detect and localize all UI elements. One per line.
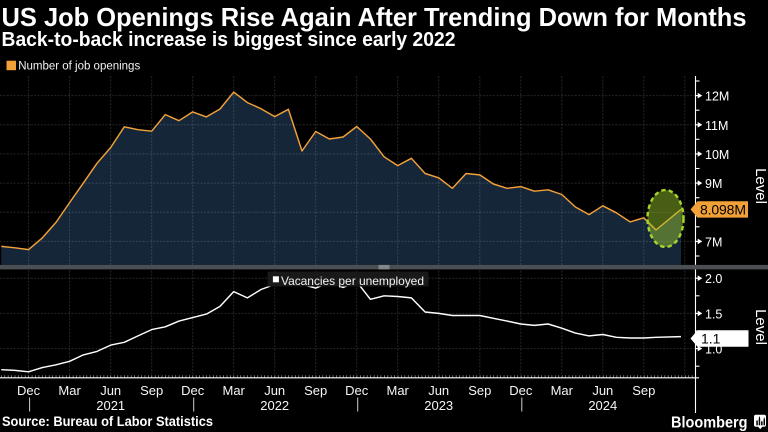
svg-text:2023: 2023 (424, 398, 453, 413)
svg-text:2.0: 2.0 (705, 272, 722, 286)
svg-text:Mar: Mar (58, 383, 81, 398)
svg-text:1.1: 1.1 (701, 331, 721, 347)
svg-text:Mar: Mar (551, 383, 574, 398)
svg-text:Source: Bureau of Labor Statis: Source: Bureau of Labor Statistics (2, 413, 213, 429)
svg-text:Sep: Sep (632, 383, 655, 398)
svg-text:Dec: Dec (345, 383, 369, 398)
svg-text:Back-to-back increase is bigge: Back-to-back increase is biggest since e… (2, 29, 456, 51)
svg-text:2021: 2021 (96, 398, 125, 413)
svg-text:Jun: Jun (428, 383, 449, 398)
svg-text:9M: 9M (705, 177, 722, 191)
svg-text:Jun: Jun (100, 383, 121, 398)
svg-text:11M: 11M (705, 119, 728, 133)
svg-text:Jun: Jun (264, 383, 285, 398)
svg-text:10M: 10M (705, 148, 729, 162)
svg-text:8.098M: 8.098M (700, 201, 746, 217)
svg-text:Mar: Mar (387, 383, 410, 398)
svg-text:Level: Level (752, 309, 768, 345)
svg-text:Dec: Dec (181, 383, 205, 398)
svg-text:12M: 12M (705, 90, 729, 104)
svg-text:Jun: Jun (592, 383, 613, 398)
svg-text:1.5: 1.5 (705, 307, 722, 321)
svg-text:Sep: Sep (304, 383, 327, 398)
svg-text:Vacancies per unemployed: Vacancies per unemployed (281, 274, 424, 288)
svg-text:7M: 7M (705, 235, 722, 249)
svg-text:Level: Level (752, 168, 768, 204)
svg-text:Dec: Dec (509, 383, 533, 398)
svg-text:Sep: Sep (468, 383, 491, 398)
svg-text:Mar: Mar (223, 383, 246, 398)
svg-text:2024: 2024 (588, 398, 617, 413)
svg-text:US Job Openings Rise Again Aft: US Job Openings Rise Again After Trendin… (2, 2, 747, 32)
svg-text:Dec: Dec (17, 383, 41, 398)
svg-text:Sep: Sep (140, 383, 163, 398)
svg-text:Number of job openings: Number of job openings (18, 61, 140, 73)
svg-text:Bloomberg: Bloomberg (671, 414, 748, 431)
svg-text:2022: 2022 (260, 398, 289, 413)
